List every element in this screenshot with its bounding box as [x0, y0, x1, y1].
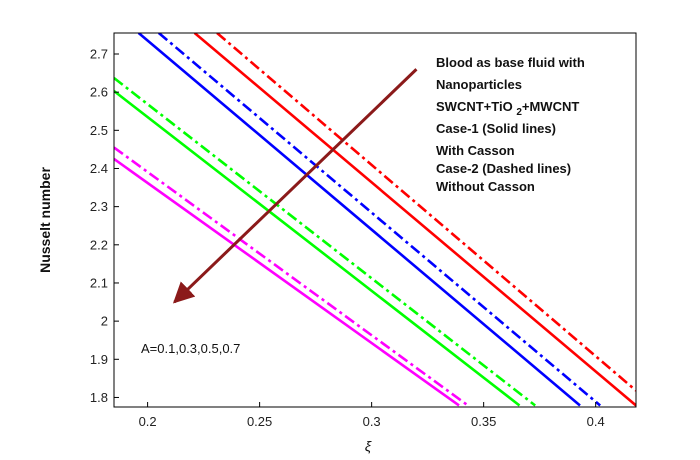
y-tick-label: 2.2	[90, 237, 108, 252]
x-tick-label: 0.35	[471, 414, 496, 429]
series-line-2	[216, 33, 636, 392]
annotation-line-5: With Casson	[436, 143, 515, 158]
y-tick-label: 2.4	[90, 161, 108, 176]
annotation-line-3-text: SWCNT+TiO	[436, 99, 513, 114]
x-axis-title: ξ	[365, 438, 372, 454]
x-tick-label: 0.4	[587, 414, 605, 429]
y-tick-label: 1.9	[90, 352, 108, 367]
parameter-label: A=0.1,0.3,0.5,0.7	[141, 341, 240, 356]
series-line-3	[137, 33, 581, 407]
y-axis-title: Nusselt number	[37, 167, 53, 273]
series-line-8	[114, 146, 469, 407]
annotation-box: Blood as base fluid with Nanoparticles S…	[436, 55, 585, 194]
annotation-line-2: Nanoparticles	[436, 77, 522, 92]
series-line-1	[193, 33, 636, 407]
series-line-7	[114, 157, 460, 407]
annotation-line-4: Case-1 (Solid lines)	[436, 121, 556, 136]
trend-arrow	[172, 68, 418, 304]
y-tick-label: 2.6	[90, 85, 108, 100]
y-tick-label: 1.8	[90, 390, 108, 405]
annotation-line-1: Blood as base fluid with	[436, 55, 585, 70]
annotation-line-3: SWCNT+TiO 2+MWCNT	[436, 99, 579, 118]
series-layer	[114, 33, 636, 407]
y-tick-label: 2.5	[90, 123, 108, 138]
x-axis-ticks: 0.2 0.25 0.3 0.35 0.4	[139, 402, 605, 429]
x-tick-label: 0.3	[363, 414, 381, 429]
plot-frame	[113, 32, 637, 408]
annotation-line-6: Case-2 (Dashed lines)	[436, 161, 571, 176]
series-line-5	[114, 89, 521, 407]
x-tick-label: 0.25	[247, 414, 272, 429]
y-tick-label: 2.3	[90, 199, 108, 214]
y-tick-label: 2.1	[90, 275, 108, 290]
x-tick-label: 0.2	[139, 414, 157, 429]
y-tick-label: 2	[101, 314, 108, 329]
y-axis-ticks: 1.8 1.9 2 2.1 2.2 2.3 2.4 2.5 2.6 2.7	[90, 46, 119, 405]
series-line-6	[114, 77, 536, 407]
series-line-4	[157, 33, 601, 407]
annotation-line-7: Without Casson	[436, 179, 535, 194]
y-tick-label: 2.7	[90, 46, 108, 61]
